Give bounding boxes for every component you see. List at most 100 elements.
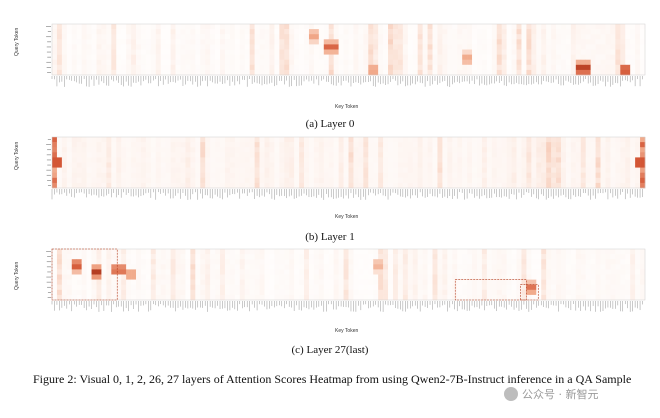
- heatmap-cell: [165, 29, 171, 35]
- heatmap-cell: [76, 137, 82, 143]
- heatmap-cell: [467, 254, 473, 260]
- heatmap-cell: [496, 249, 502, 255]
- heatmap-cell: [620, 254, 626, 260]
- heatmap-cell: [254, 182, 260, 189]
- heatmap-cell: [402, 254, 409, 260]
- heatmap-cell: [383, 152, 389, 158]
- heatmap-cell: [486, 39, 493, 45]
- heatmap-cell: [556, 167, 562, 173]
- heatmap-cell: [249, 34, 255, 40]
- heatmap-cell: [190, 69, 196, 76]
- heatmap-cell: [551, 49, 557, 55]
- heatmap-cell: [457, 24, 463, 30]
- heatmap-cell: [220, 64, 226, 71]
- heatmap-cell: [565, 157, 572, 163]
- heatmap-cell: [358, 157, 364, 163]
- heatmap-cell: [121, 264, 127, 270]
- heatmap-cell: [150, 69, 157, 76]
- heatmap-cell: [560, 269, 567, 275]
- heatmap-cell: [131, 264, 137, 270]
- heatmap-cell: [600, 54, 606, 60]
- heatmap-cell: [313, 137, 320, 143]
- heatmap-cell: [76, 147, 82, 153]
- heatmap-cell: [284, 39, 290, 45]
- heatmap-cell: [155, 162, 162, 168]
- heatmap-cell: [363, 177, 369, 184]
- heatmap-cell: [556, 284, 562, 291]
- heatmap-cell: [511, 142, 517, 148]
- heatmap-cell: [585, 24, 591, 30]
- heatmap-cell: [170, 49, 176, 55]
- heatmap-cell: [318, 39, 325, 45]
- heatmap-cell: [447, 59, 453, 66]
- heatmap-cell: [71, 269, 78, 275]
- heatmap-cell: [625, 147, 631, 153]
- heatmap-cell: [131, 157, 137, 163]
- heatmap-cell: [551, 269, 557, 275]
- heatmap-cell: [254, 162, 260, 168]
- heatmap-cell: [402, 157, 409, 163]
- heatmap-cell: [343, 157, 349, 163]
- heatmap-cell: [155, 259, 162, 265]
- heatmap-cell: [363, 137, 369, 143]
- heatmap-cell: [368, 49, 374, 55]
- heatmap-cell: [116, 49, 122, 55]
- heatmap-cell: [615, 137, 621, 143]
- heatmap-cell: [457, 172, 463, 179]
- heatmap-cell: [338, 29, 344, 35]
- heatmap-cell: [635, 137, 641, 143]
- heatmap-cell: [605, 264, 611, 270]
- heatmap-cell: [155, 29, 162, 35]
- heatmap-cell: [91, 59, 97, 66]
- heatmap-cell: [121, 39, 127, 45]
- heatmap-cell: [422, 49, 428, 55]
- heatmap-cell: [116, 54, 122, 60]
- heatmap-cell: [249, 44, 255, 50]
- heatmap-cell: [447, 294, 453, 301]
- heatmap-cell: [397, 147, 404, 153]
- heatmap-cell: [126, 182, 132, 189]
- heatmap-cell: [289, 177, 295, 184]
- heatmap-cell: [516, 64, 522, 71]
- heatmap-cell: [397, 49, 404, 55]
- heatmap-cell: [630, 157, 636, 163]
- heatmap-cell: [81, 54, 87, 60]
- heatmap-cell: [595, 162, 601, 168]
- heatmap-cell: [388, 167, 394, 173]
- heatmap-cell: [101, 284, 107, 291]
- heatmap-cell: [323, 172, 330, 179]
- heatmap-cell: [185, 294, 191, 301]
- heatmap-cell: [294, 152, 300, 158]
- heatmap-cell: [56, 24, 63, 30]
- heatmap-cell: [496, 177, 502, 184]
- heatmap-cell: [71, 294, 78, 301]
- heatmap-cell: [486, 269, 493, 275]
- heatmap-cell: [610, 177, 616, 184]
- heatmap-cell: [472, 137, 478, 143]
- heatmap-cell: [481, 162, 488, 168]
- heatmap-cell: [412, 284, 418, 291]
- heatmap-cell: [140, 172, 147, 179]
- heatmap-cell: [170, 289, 176, 296]
- heatmap-cell: [165, 279, 171, 285]
- heatmap-cell: [442, 152, 448, 158]
- heatmap-cell: [136, 39, 142, 45]
- heatmap-cell: [61, 34, 68, 40]
- heatmap-cell: [170, 147, 176, 153]
- heatmap-cell: [506, 177, 512, 184]
- heatmap-cell: [61, 294, 68, 301]
- heatmap-cell: [368, 294, 374, 301]
- heatmap-cell: [56, 29, 63, 35]
- heatmap-cell: [86, 289, 92, 296]
- heatmap-cell: [462, 24, 468, 30]
- heatmap-cell: [353, 39, 359, 45]
- heatmap-cell: [205, 147, 211, 153]
- heatmap-cell: [442, 44, 448, 50]
- heatmap-cell: [66, 162, 73, 168]
- heatmap-cell: [318, 177, 325, 184]
- heatmap-cell: [96, 147, 102, 153]
- heatmap-cell: [531, 34, 537, 40]
- heatmap-cell: [269, 34, 275, 40]
- heatmap-cell: [121, 284, 127, 291]
- heatmap-cell: [422, 44, 428, 50]
